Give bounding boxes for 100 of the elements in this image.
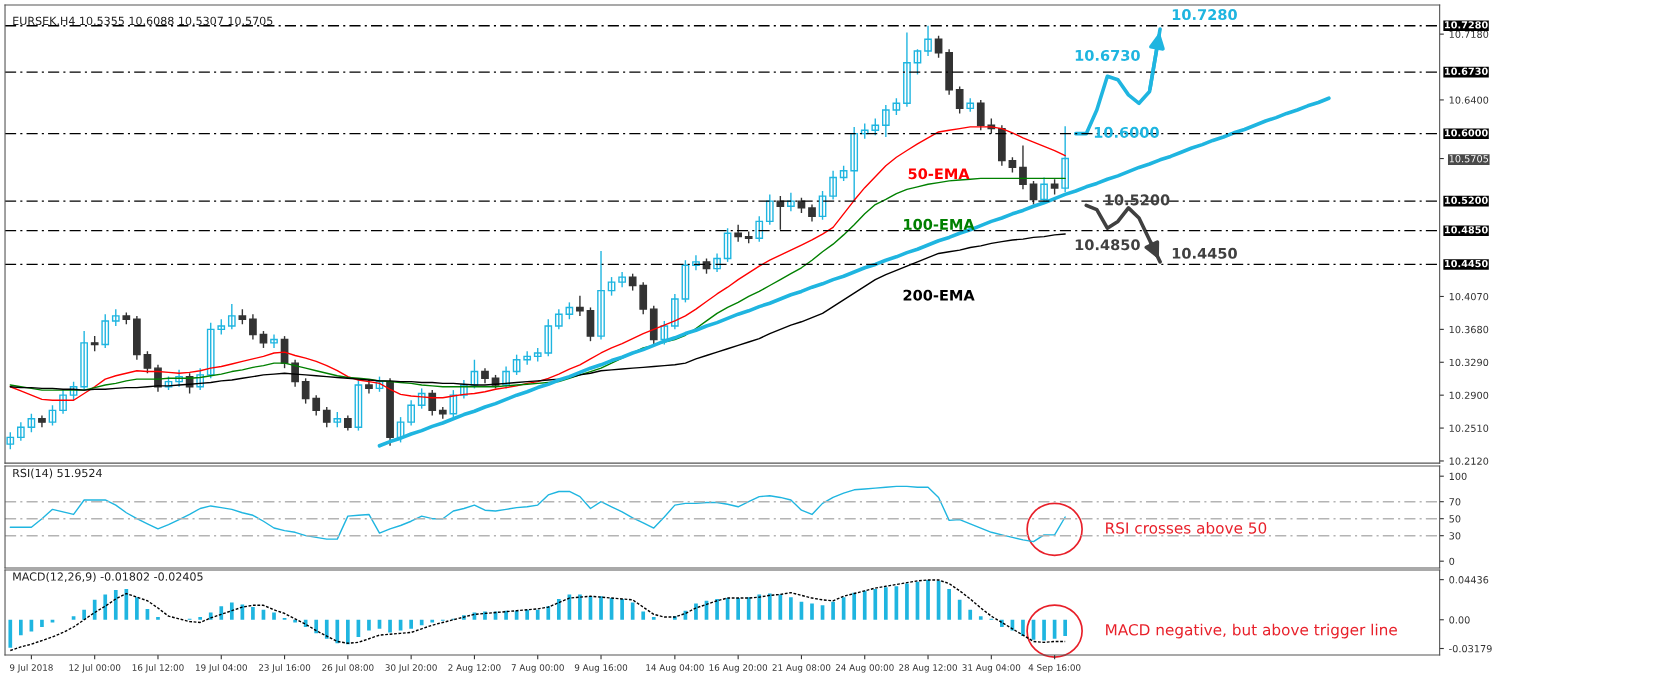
bar (156, 617, 160, 620)
y-tick-label: 10.4070 (1449, 292, 1489, 301)
bar (535, 609, 540, 620)
bar (957, 599, 962, 620)
bar (198, 617, 203, 620)
bar (8, 619, 13, 648)
bar (19, 619, 23, 636)
candlestick (955, 85, 964, 115)
bar (1021, 619, 1025, 637)
bar (578, 594, 582, 620)
x-tick-label: 2 Aug 12:00 (448, 664, 501, 673)
line-series (9, 485, 1066, 543)
bar (852, 592, 857, 620)
y-tick-label: 10.3290 (1449, 358, 1489, 367)
bar (968, 609, 973, 620)
bar (504, 610, 508, 620)
x-tick-label: 26 Jul 08:00 (322, 664, 374, 673)
ref-line-label: 10.4450 (1445, 259, 1488, 268)
bar (947, 589, 951, 620)
y-tick-label: 10.6400 (1449, 96, 1489, 104)
y-tick-label: 30 (1449, 532, 1461, 540)
bar (483, 611, 487, 620)
bar (303, 619, 308, 627)
x-tick-label: 12 Jul 00:00 (69, 664, 121, 673)
chart-title: MACD(12,26,9) -0.01802 -0.02405 (13, 572, 203, 583)
x-tick-label: 7 Aug 00:00 (511, 664, 564, 673)
candlestick (101, 313, 110, 349)
annotation: 10.6730 (1075, 49, 1140, 61)
bar (641, 611, 646, 620)
series-label: 50-EMA (908, 168, 970, 180)
x-tick-label: 28 Aug 12:00 (899, 664, 957, 673)
ref-line-label: 10.4850 (1445, 226, 1488, 234)
y-tick-label: 50 (1449, 515, 1461, 523)
x-tick-label: 14 Aug 04:00 (646, 664, 704, 673)
x-tick-label: 9 Aug 16:00 (574, 664, 628, 673)
bar (82, 609, 86, 620)
annotation: RSI crosses above 50 (1106, 521, 1267, 534)
bar (113, 589, 118, 620)
bar (831, 601, 835, 620)
bar (251, 607, 255, 620)
bar (208, 612, 213, 620)
ref-line-label: 10.5200 (1445, 196, 1488, 204)
text: EURSEK,H4 10.5355 10.6088 10.5307 10.5705 (13, 16, 273, 27)
bar (630, 602, 635, 620)
bar (272, 612, 276, 620)
bar (620, 598, 624, 620)
bar (746, 597, 751, 620)
bar (409, 619, 413, 629)
bar (229, 602, 234, 620)
candlestick (776, 195, 785, 231)
bar (862, 590, 867, 620)
x-tick-label: 23 Jul 16:00 (258, 664, 311, 673)
bar (736, 598, 740, 620)
bar (314, 619, 319, 634)
x-tick-label: 31 Aug 04:00 (962, 664, 1021, 673)
y-tick-label: 0.04436 (1449, 576, 1489, 584)
bar (767, 593, 772, 620)
bar (905, 583, 909, 620)
bar (324, 619, 329, 639)
line-series (1073, 27, 1162, 136)
bar (388, 619, 392, 633)
bar (546, 606, 551, 620)
candlestick (639, 281, 648, 315)
bar (92, 599, 97, 620)
x-tick-label: 16 Jul 12:00 (132, 664, 184, 673)
x-tick-label: 16 Aug 20:00 (709, 664, 768, 673)
x-tick-label: 21 Aug 08:00 (772, 664, 831, 673)
chart-title: RSI(14) 51.9524 (13, 468, 102, 479)
bar (789, 597, 793, 620)
bar (873, 589, 878, 620)
y-tick-label: -0.03179 (1449, 644, 1492, 653)
x-tick-label: 30 Jul 20:00 (385, 664, 437, 673)
bar (694, 603, 698, 620)
line-series (377, 96, 1331, 448)
candlestick (312, 394, 321, 417)
y-tick-label: 10.7180 (1449, 30, 1489, 38)
bar (883, 587, 888, 620)
bar (556, 598, 561, 620)
bar (219, 606, 224, 620)
bar (715, 598, 719, 620)
x-tick-label: 24 Aug 00:00 (835, 664, 894, 673)
bar (135, 597, 139, 620)
candlestick (301, 377, 310, 405)
ref-line-label: 10.6000 (1445, 129, 1488, 137)
y-tick-label: 0 (1449, 557, 1455, 566)
annotation: 10.4850 (1075, 239, 1140, 251)
bar (1063, 619, 1068, 637)
bar (757, 594, 762, 620)
candlestick (544, 318, 553, 358)
y-tick-label: 10.3680 (1449, 325, 1489, 334)
series-label: 200-EMA (903, 289, 975, 301)
y-tick-label: 0.00 (1449, 616, 1470, 624)
candlestick (322, 406, 331, 428)
bar (419, 619, 424, 626)
annotation: MACD negative, but above trigger line (1106, 623, 1397, 639)
y-tick-label: 10.2120 (1449, 457, 1489, 465)
bar (810, 603, 814, 620)
y-tick-label: 10.5705 (1449, 155, 1489, 163)
ref-line-label: 10.6730 (1445, 67, 1488, 75)
bar (651, 617, 656, 620)
